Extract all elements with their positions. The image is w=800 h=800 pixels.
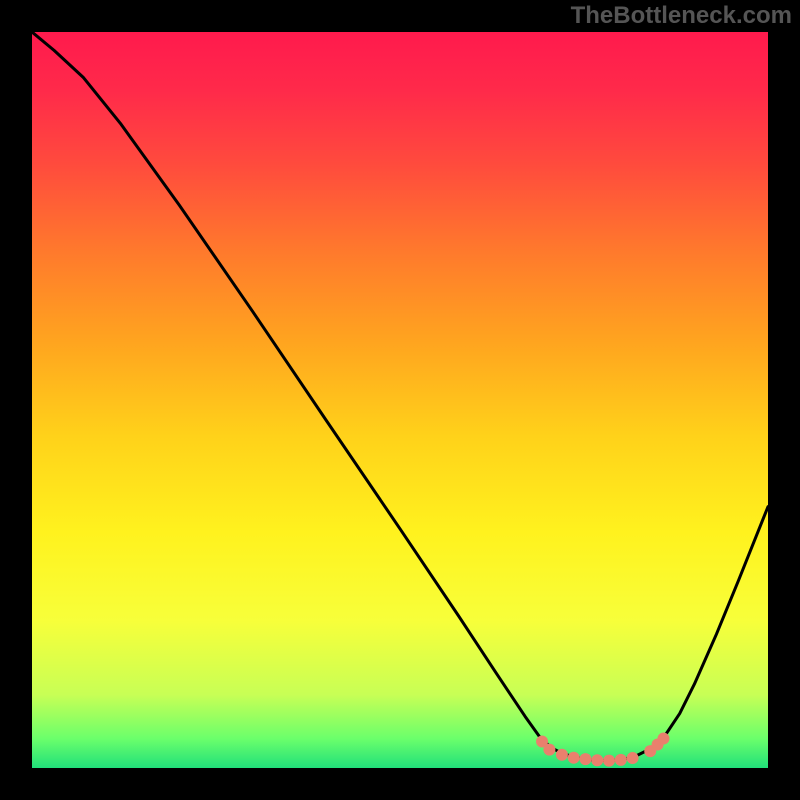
curve-layer xyxy=(32,32,768,768)
trough-marker xyxy=(615,754,627,766)
bottleneck-curve xyxy=(32,32,768,761)
trough-marker xyxy=(568,752,580,764)
watermark-text: TheBottleneck.com xyxy=(571,2,792,30)
trough-marker xyxy=(627,752,639,764)
trough-marker xyxy=(543,744,555,756)
trough-marker xyxy=(657,733,669,745)
plot-area xyxy=(32,32,768,768)
trough-marker xyxy=(603,755,615,767)
chart-frame: TheBottleneck.com xyxy=(0,0,800,800)
trough-marker xyxy=(591,754,603,766)
trough-marker xyxy=(579,753,591,765)
trough-marker xyxy=(556,749,568,761)
